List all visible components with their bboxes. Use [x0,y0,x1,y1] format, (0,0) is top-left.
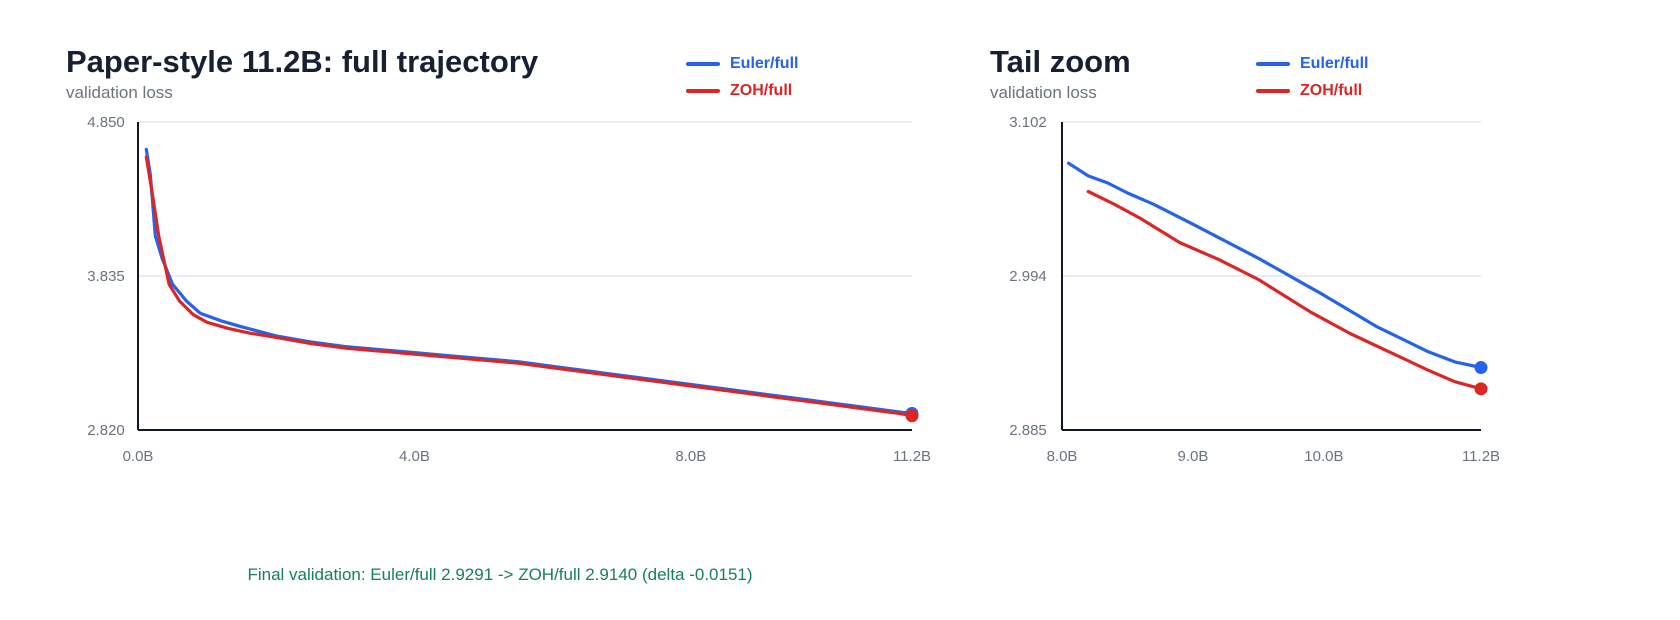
x-tick-label: 11.2B [1462,448,1500,465]
legend-label-euler: Euler/full [730,54,799,72]
series-line-euler-full [144,147,914,416]
x-tick-label: 0.0B [123,448,154,465]
legend-swatch-zoh [686,88,720,93]
legend-swatch-euler [1256,61,1290,66]
chart-title: Tail zoom [990,44,1131,79]
legend-swatch-euler [686,61,720,66]
legend-item-euler: Euler/full [686,50,798,77]
x-tick-label: 8.0B [1047,448,1078,465]
y-tick-label: 2.820 [87,422,125,439]
y-tick-label: 2.994 [1009,268,1047,285]
legend-label-zoh: ZOH/full [730,81,793,99]
x-tick-label: 4.0B [399,448,430,465]
legend-label-zoh: ZOH/full [1300,81,1363,99]
legend-item-euler: Euler/full [1256,50,1368,77]
end-marker-zoh-full [1474,382,1488,396]
chart-subtitle: validation loss [990,83,1097,102]
y-tick-label: 3.835 [87,268,125,285]
legend-swatch-zoh [1256,88,1290,93]
final-validation-summary: Final validation: Euler/full 2.9291 -> Z… [247,565,753,584]
y-tick-label: 3.102 [1009,114,1047,131]
tail-zoom-panel: Tail zoom validation loss Euler/full ZOH… [990,0,1680,530]
legend-item-zoh: ZOH/full [1256,77,1368,104]
legend-label-euler: Euler/full [1300,54,1369,72]
chart-title: Paper-style 11.2B: full trajectory [66,44,539,79]
legend-item-zoh: ZOH/full [686,77,798,104]
x-tick-label: 10.0B [1304,448,1343,465]
y-tick-label: 4.850 [87,114,125,131]
x-tick-label: 9.0B [1178,448,1209,465]
end-marker-euler-full [1474,361,1488,375]
legend: Euler/full ZOH/full [686,50,798,104]
x-tick-label: 8.0B [675,448,706,465]
full-trajectory-panel: Paper-style 11.2B: full trajectory valid… [66,44,931,465]
x-tick-label: 11.2B [893,448,931,465]
chart-subtitle: validation loss [66,83,173,102]
series-line-zoh-full [1086,189,1483,391]
series-line-euler-full [1066,161,1483,370]
end-marker-zoh-full [905,409,919,423]
series-line-zoh-full [144,155,914,418]
full-trajectory-plot: 4.850 3.835 2.820 0.0B 4.0B 8.0B 11.2B [87,114,931,465]
legend: Euler/full ZOH/full [1256,50,1368,104]
y-tick-label: 2.885 [1009,422,1047,439]
